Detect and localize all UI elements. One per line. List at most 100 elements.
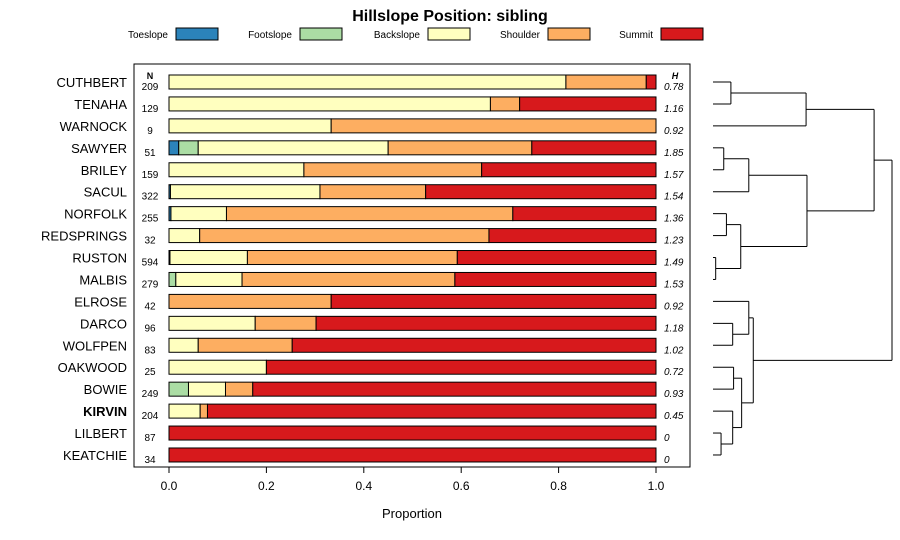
x-tick-label: 0.0 (161, 479, 178, 493)
row-label: BRILEY (81, 163, 128, 178)
row-h: 1.18 (664, 323, 684, 334)
bar-segment-summit (454, 271, 657, 287)
legend-swatch-shoulder (547, 27, 591, 41)
x-tick-label: 0.2 (258, 479, 275, 493)
row-h: 0.92 (664, 301, 684, 312)
row-h: 1.02 (664, 345, 684, 356)
row-h: 0 (664, 455, 670, 466)
legend-label-backslope: Backslope (374, 30, 421, 41)
bar-segment-shoulder (241, 271, 456, 287)
row-n: 32 (144, 236, 156, 247)
bar-row: ELROSE 42 0.92 (74, 293, 684, 312)
bar-segment-backslope (168, 96, 491, 112)
row-label: ELROSE (74, 294, 127, 309)
row-label: LILBERT (74, 426, 127, 441)
legend-swatch-toeslope (175, 27, 219, 41)
bar-segment-shoulder (565, 74, 647, 90)
bar-segment-backslope (168, 74, 567, 90)
legend-swatch-footslope (299, 27, 343, 41)
row-h: 0.45 (664, 411, 684, 422)
row-n: 9 (147, 126, 153, 137)
bar-segment-backslope (168, 162, 305, 178)
bar-segment-summit (531, 140, 657, 156)
row-h: 0 (664, 433, 670, 444)
bar-segment-backslope (197, 140, 389, 156)
bar-segment-backslope (170, 206, 227, 222)
row-n: 25 (144, 367, 156, 378)
row-n: 51 (144, 148, 156, 159)
bar-row: TENAHA 129 1.16 (74, 96, 684, 115)
legend-label-footslope: Footslope (248, 30, 292, 41)
bar-row: RUSTON 594 1.49 (72, 250, 684, 269)
row-h: 1.23 (664, 236, 684, 247)
row-label: BOWIE (84, 382, 128, 397)
bar-segment-summit (168, 447, 657, 463)
bar-segment-shoulder (197, 337, 293, 353)
row-h: 1.49 (664, 258, 684, 269)
row-n: 204 (142, 411, 159, 422)
bar-segment-shoulder (168, 293, 332, 309)
bar-segment-shoulder (254, 315, 317, 331)
row-label: DARCO (80, 316, 127, 331)
row-h: 0.92 (664, 126, 684, 137)
row-h: 1.57 (664, 170, 684, 181)
row-n: 129 (142, 104, 159, 115)
row-label: RUSTON (72, 251, 127, 266)
row-n: 322 (142, 192, 159, 203)
bar-segment-shoulder (319, 184, 427, 200)
bar-segment-backslope (168, 359, 267, 375)
row-label: OAKWOOD (58, 360, 127, 375)
bar-row: MALBIS 279 1.53 (79, 271, 684, 290)
bar-segment-toeslope (168, 140, 180, 156)
row-n: 87 (144, 433, 156, 444)
bar-segment-summit (488, 228, 657, 244)
bar-segment-footslope (168, 381, 189, 397)
bar-row: REDSPRINGS 32 1.23 (41, 228, 684, 247)
row-n: 83 (144, 345, 156, 356)
bar-segment-shoulder (225, 206, 514, 222)
bar-segment-shoulder (199, 403, 208, 419)
row-label: KIRVIN (83, 404, 127, 419)
x-tick-label: 0.4 (355, 479, 372, 493)
bar-row: WARNOCK 9 0.92 (60, 118, 684, 137)
row-h: 1.16 (664, 104, 684, 115)
bar-segment-summit (206, 403, 657, 419)
n-header: N (147, 71, 154, 81)
bar-rows: CUTHBERT 209 0.78 TENAHA 129 1.16 WARNOCK 9 0.92… (41, 74, 684, 466)
row-n: 249 (142, 389, 159, 400)
bar-row: SAWYER 51 1.85 (71, 140, 684, 159)
legend-swatch-summit (660, 27, 704, 41)
bar-segment-shoulder (246, 250, 458, 266)
row-label: WARNOCK (60, 119, 128, 134)
bar-row: LILBERT 87 0 (74, 425, 670, 444)
row-label: WOLFPEN (63, 338, 127, 353)
bar-segment-shoulder (224, 381, 254, 397)
row-h: 1.53 (664, 279, 684, 290)
bar-segment-shoulder (303, 162, 483, 178)
bar-row: WOLFPEN 83 1.02 (63, 337, 684, 356)
bar-segment-backslope (187, 381, 226, 397)
bar-segment-backslope (168, 337, 199, 353)
bar-segment-summit (519, 96, 657, 112)
row-label: KEATCHIE (63, 448, 127, 463)
row-label: REDSPRINGS (41, 229, 127, 244)
legend: Toeslope Footslope Backslope Shoulder Summit (128, 27, 704, 41)
row-h: 0.72 (664, 367, 684, 378)
x-axis: 0.0 0.2 0.4 0.6 0.8 1.0 (161, 467, 665, 493)
legend-swatch-backslope (427, 27, 471, 41)
row-n: 42 (144, 301, 156, 312)
legend-label-summit: Summit (619, 30, 653, 41)
legend-label-shoulder: Shoulder (500, 30, 541, 41)
row-h: 1.54 (664, 192, 684, 203)
row-n: 159 (142, 170, 159, 181)
row-n: 209 (142, 82, 159, 93)
bar-segment-backslope (175, 271, 243, 287)
legend-label-toeslope: Toeslope (128, 30, 168, 41)
row-n: 279 (142, 279, 159, 290)
bar-segment-summit (645, 74, 657, 90)
x-tick-label: 0.8 (550, 479, 567, 493)
bar-row: DARCO 96 1.18 (80, 315, 684, 334)
bar-segment-backslope (168, 315, 256, 331)
bar-row: SACUL 322 1.54 (84, 184, 684, 203)
bar-row: OAKWOOD 25 0.72 (58, 359, 684, 378)
